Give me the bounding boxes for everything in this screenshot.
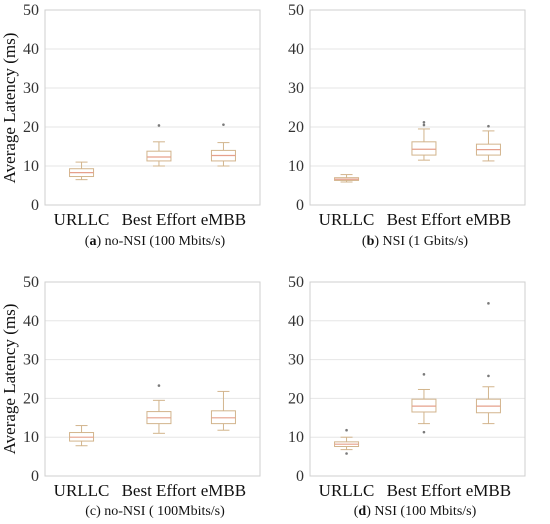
flier-point [345, 428, 348, 432]
flier-point [422, 123, 426, 127]
x-category-label: eMBB [201, 210, 246, 229]
plot-frame [44, 9, 261, 206]
y-axis-label: Average Latency (ms) [0, 304, 19, 455]
flier-point [345, 452, 348, 455]
y-tick-label: 40 [23, 313, 39, 330]
y-tick-label: 20 [23, 119, 39, 136]
y-tick-label: 30 [288, 352, 304, 369]
flier-point [487, 302, 490, 305]
x-category-label: eMBB [466, 210, 511, 229]
y-tick-label: 50 [288, 2, 304, 19]
box [411, 141, 437, 156]
y-tick-label: 10 [288, 429, 304, 446]
caption-a: (a) no-NSI (100 Mbits/s) [84, 234, 226, 249]
y-tick-label: 40 [288, 313, 304, 330]
x-category-label: eMBB [201, 481, 246, 500]
y-axis-label: Average Latency (ms) [0, 33, 19, 184]
y-tick-label: 40 [23, 41, 39, 58]
x-category-label: eMBB [466, 481, 511, 500]
caption-c: (c) no-NSI ( 100Mbits/s) [85, 504, 225, 519]
flier-point [487, 374, 490, 378]
y-tick-label: 50 [23, 2, 39, 19]
flier-point [422, 373, 426, 376]
flier-point [422, 430, 426, 434]
y-tick-label: 50 [288, 274, 304, 291]
y-tick-label: 30 [23, 80, 39, 97]
y-tick-label: 40 [288, 41, 304, 58]
y-tick-label: 10 [23, 429, 39, 446]
x-category-label: URLLC [319, 481, 375, 500]
x-category-label: Best Effort [122, 210, 197, 229]
y-tick-label: 0 [31, 468, 39, 485]
plot-frame [44, 281, 261, 477]
y-tick-label: 0 [31, 197, 39, 214]
flier-point [487, 124, 490, 128]
y-tick-label: 0 [296, 197, 304, 214]
flier-point [222, 123, 225, 126]
caption-d: (d) NSI (100 Mbits/s) [353, 504, 477, 519]
y-tick-label: 20 [288, 119, 304, 136]
x-category-label: URLLC [54, 481, 110, 500]
x-category-label: URLLC [54, 210, 110, 229]
flier-point [422, 121, 426, 124]
y-tick-label: 10 [23, 158, 39, 175]
y-tick-label: 50 [23, 274, 39, 291]
x-category-label: URLLC [319, 210, 375, 229]
x-category-label: Best Effort [387, 481, 462, 500]
x-category-label: Best Effort [387, 210, 462, 229]
caption-b: (b) NSI (1 Gbits/s) [361, 234, 469, 249]
y-tick-label: 20 [288, 390, 304, 407]
y-tick-label: 0 [296, 468, 304, 485]
flier-point [157, 384, 161, 387]
y-tick-label: 30 [23, 352, 39, 369]
flier-point [157, 124, 161, 127]
y-tick-label: 20 [23, 390, 39, 407]
plot-frame [309, 281, 526, 477]
y-tick-label: 10 [288, 158, 304, 175]
box [146, 150, 172, 162]
x-category-label: Best Effort [122, 481, 197, 500]
plot-frame [309, 9, 526, 206]
y-tick-label: 30 [288, 80, 304, 97]
